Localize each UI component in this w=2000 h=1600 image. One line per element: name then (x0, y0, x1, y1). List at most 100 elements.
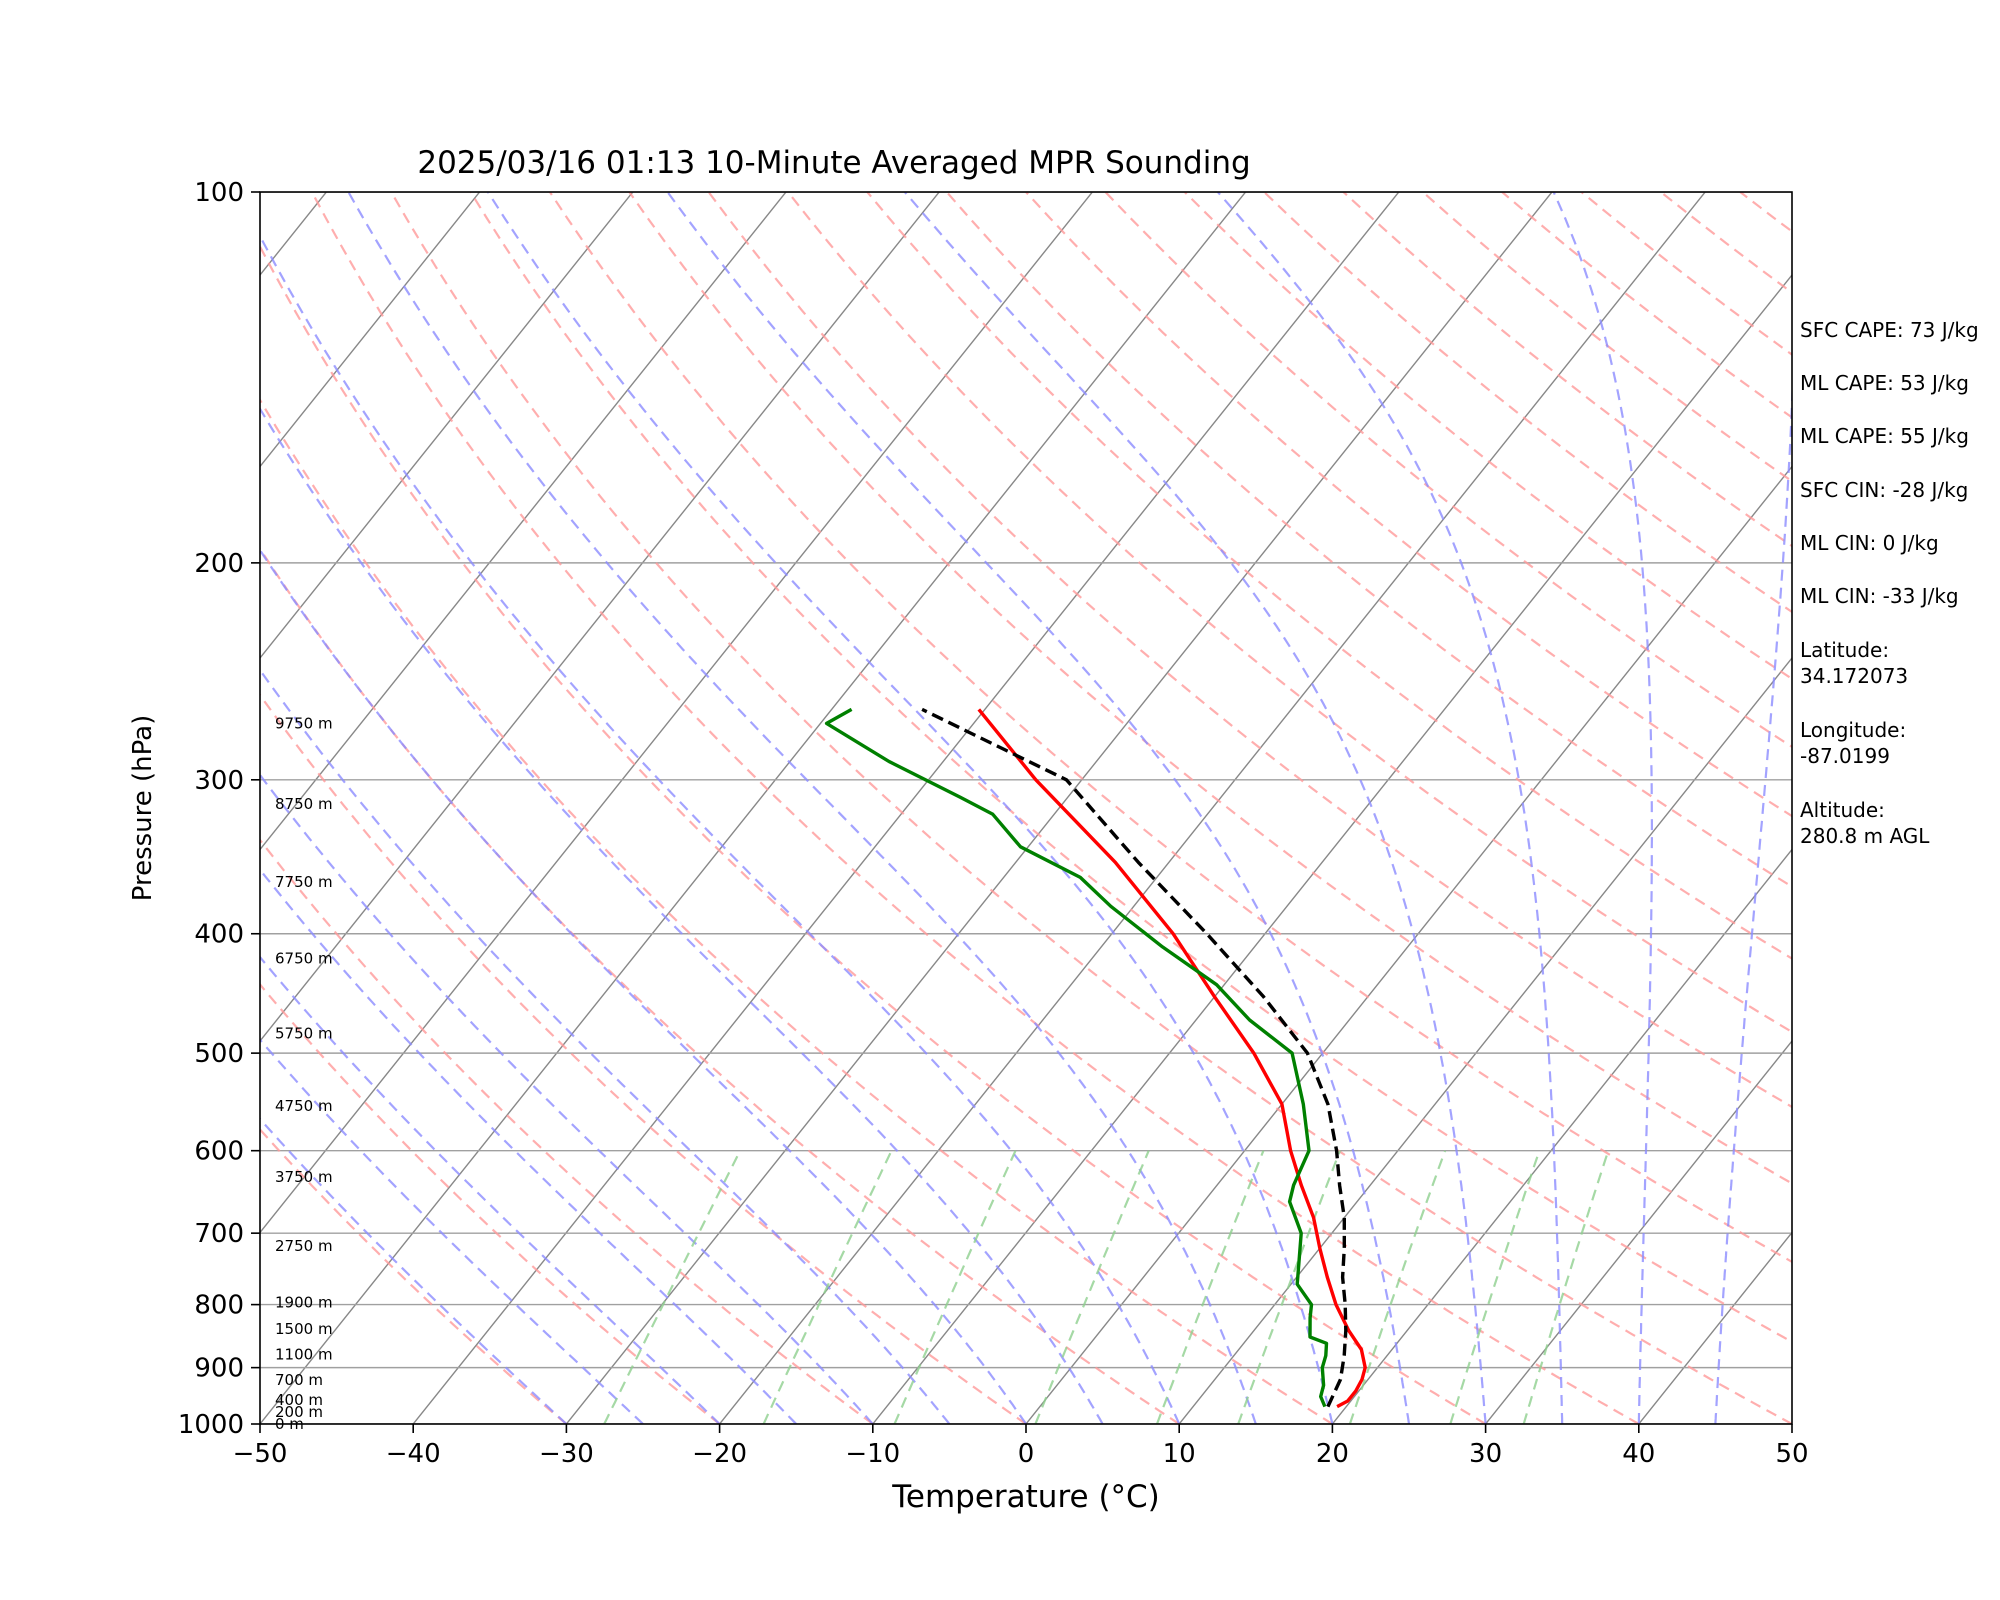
x-tick-label: −10 (845, 1439, 900, 1469)
background-lines (0, 136, 2000, 1451)
dewpoint-profile-line (824, 707, 1329, 1408)
y-tick-label: 800 (194, 1291, 244, 1321)
isotherm-line (260, 192, 1094, 1234)
plot-frame (259, 191, 1793, 1425)
x-tick-label: 0 (1018, 1439, 1035, 1469)
moist-adiabat-line (1552, 192, 1653, 1424)
isotherm-line (412, 192, 1400, 1424)
moist-adiabat-line (260, 1117, 568, 1424)
height-label: 3750 m (275, 1168, 333, 1186)
moist-adiabat-line (1714, 374, 1792, 1424)
longitude-value: -87.0199 (1800, 744, 1890, 768)
x-tick-label: 50 (1775, 1439, 1808, 1469)
latitude-value: 34.172073 (1800, 664, 1909, 688)
y-tick-label: 1000 (178, 1410, 244, 1440)
parcel-path-line (921, 707, 1348, 1408)
moist-adiabat-line (260, 1038, 644, 1424)
mixing-ratio-line (1155, 1150, 1265, 1424)
height-label: 200 m (275, 1403, 323, 1421)
latitude-label: Latitude: (1800, 638, 1890, 662)
ml-cin-text: ML CIN: 0 J/kg (1800, 531, 1939, 555)
height-label: 4750 m (275, 1097, 333, 1115)
x-tick-label: −50 (233, 1439, 288, 1469)
x-axis-label: Temperature (°C) (891, 1479, 1160, 1515)
dry-adiabat-line (628, 192, 1792, 1185)
y-tick-label: 700 (194, 1219, 244, 1249)
dry-adiabat-line (945, 192, 1792, 888)
dry-adiabat-line (260, 982, 721, 1424)
isotherm-line (1331, 848, 1792, 1424)
dry-adiabat-line (260, 546, 1180, 1424)
moist-adiabat-line (260, 867, 797, 1424)
moist-adiabat-line (260, 955, 721, 1424)
x-tick-label: −40 (386, 1439, 441, 1469)
isotherm-line (565, 192, 1553, 1424)
mixing-ratio-line (1449, 1150, 1541, 1424)
dry-adiabat-line (390, 192, 1792, 1424)
moist-adiabat-line (1216, 192, 1564, 1424)
mixing-ratio-line (1348, 1150, 1447, 1424)
y-tick-label: 900 (194, 1354, 244, 1384)
y-tick-label: 200 (194, 549, 244, 579)
isotherm-line (260, 192, 941, 1043)
dry-adiabat-line (310, 192, 1640, 1424)
altitude-block: Altitude: 280.8 m AGL (1800, 798, 1929, 850)
dry-adiabat-line (1978, 192, 2000, 1424)
isotherm-line (0, 136, 218, 1451)
y-axis: 100 200 300 400 500 600 700 800 900 1000 (178, 178, 260, 1440)
dry-adiabat-line (260, 1127, 568, 1424)
longitude-label: Longitude: (1800, 718, 1907, 742)
isotherm-line (1484, 1039, 1792, 1424)
isotherm-line (718, 192, 1707, 1424)
height-label: 1900 m (275, 1294, 333, 1312)
dry-adiabat-line (260, 693, 1027, 1424)
y-tick-label: 400 (194, 920, 244, 950)
dry-adiabat-line (260, 397, 1333, 1424)
y-tick-label: 100 (194, 178, 244, 208)
height-label: 700 m (275, 1371, 323, 1389)
moist-adiabat-line (666, 192, 1411, 1424)
altitude-value: 280.8 m AGL (1800, 824, 1930, 848)
dry-adiabat-line (260, 838, 874, 1424)
dry-adiabat-line (469, 192, 1792, 1344)
isotherm-line (260, 192, 634, 660)
mixing-ratio-line (1034, 1150, 1150, 1424)
mixing-ratio-line (762, 1150, 893, 1424)
height-label: 5750 m (275, 1025, 333, 1043)
isotherm-line (260, 192, 481, 468)
x-axis: −50 −40 −30 −20 −10 0 10 20 30 40 50 (233, 1424, 1809, 1469)
moist-adiabat-line (347, 192, 1257, 1424)
latitude-block: Latitude: 34.172073 (1800, 638, 1908, 690)
height-label: 6750 m (275, 950, 333, 968)
moist-adiabat-line (260, 773, 874, 1424)
height-label: 1500 m (275, 1320, 333, 1338)
ml-cape-text: ML CAPE: 55 J/kg (1800, 424, 1969, 448)
x-tick-label: 20 (1316, 1439, 1349, 1469)
mixing-ratio-line (893, 1150, 1017, 1424)
isotherm-line (0, 136, 65, 1451)
x-tick-label: −30 (539, 1439, 594, 1469)
sfc-cin-text: SFC CIN: -28 J/kg (1800, 478, 1969, 502)
dry-adiabat-line (1025, 192, 1792, 818)
mixing-ratio-line (1237, 1150, 1342, 1424)
chart-title: 2025/03/16 01:13 10-Minute Averaged MPR … (417, 145, 1250, 181)
height-label: 9750 m (275, 714, 333, 732)
moist-adiabat-line (486, 192, 1334, 1424)
height-label: 8750 m (275, 795, 333, 813)
height-label: 400 m (275, 1391, 323, 1409)
isotherm-line (871, 273, 1792, 1424)
ml-cape-text: ML CAPE: 53 J/kg (1800, 371, 1969, 395)
longitude-block: Longitude: -87.0199 (1800, 718, 1906, 770)
isotherm-line (1025, 465, 1792, 1424)
x-tick-label: 30 (1469, 1439, 1502, 1469)
x-tick-label: 10 (1163, 1439, 1196, 1469)
isotherm-line (260, 192, 1247, 1424)
temperature-profile-line (977, 708, 1367, 1409)
ml-cin-text: ML CIN: -33 J/kg (1800, 584, 1959, 608)
isotherm-line (260, 192, 787, 851)
moist-adiabat-line (260, 233, 1181, 1424)
y-axis-label: Pressure (hPa) (128, 715, 158, 902)
isotherm-line (1178, 656, 1792, 1424)
